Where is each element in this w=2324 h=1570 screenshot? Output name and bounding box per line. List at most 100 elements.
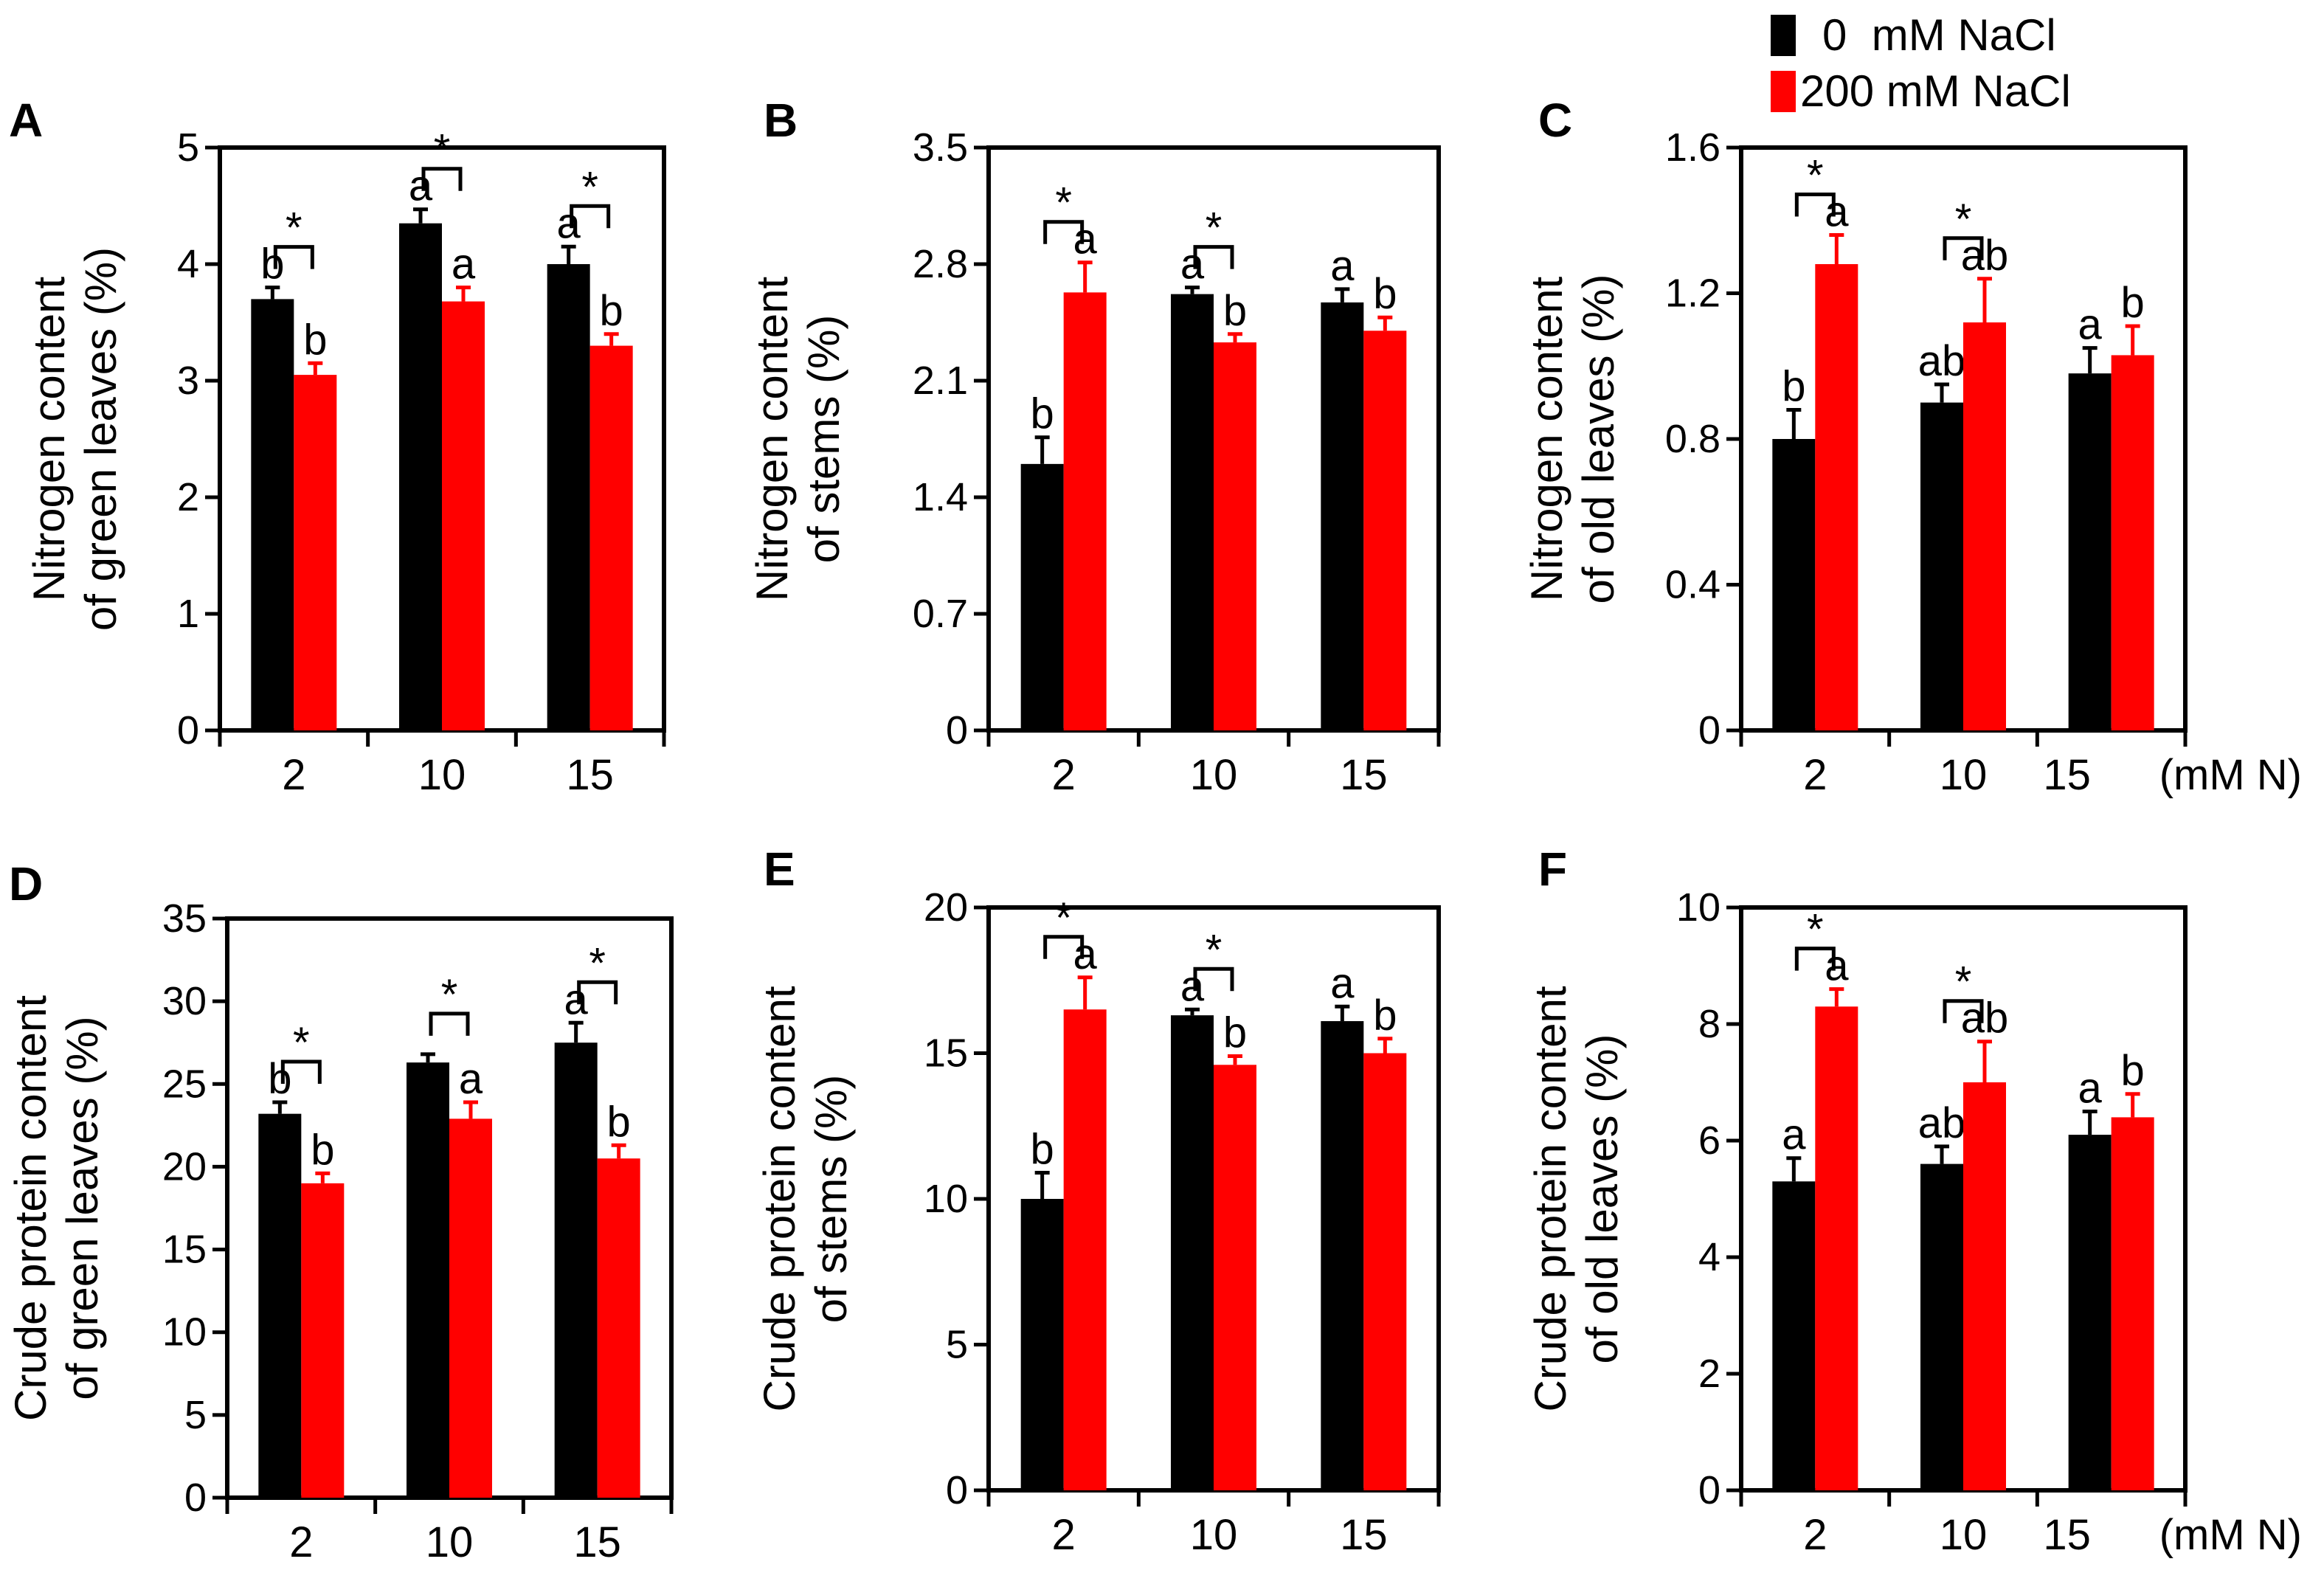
- bar-salt-2: [301, 1183, 345, 1498]
- x-tick-label: 2: [282, 751, 305, 799]
- significance-star: *: [589, 939, 606, 987]
- x-tick-label: 10: [1190, 751, 1238, 799]
- x-axis-unit-label: (mM N): [2159, 751, 2302, 799]
- significance-letter: b: [1223, 287, 1247, 335]
- x-tick-label: 2: [1803, 1511, 1827, 1559]
- x-tick-label: 15: [2043, 751, 2091, 799]
- significance-bracket: [1043, 935, 1085, 959]
- y-axis-label-line: Nitrogen content: [1522, 277, 1571, 602]
- bar-control-15: [1321, 1021, 1364, 1490]
- y-tick-label: 1.4: [913, 475, 968, 519]
- significance-letter: b: [311, 1126, 334, 1174]
- panel-letter-b: B: [764, 94, 798, 147]
- y-axis-label: Nitrogen contentof green leaves (%): [24, 247, 125, 631]
- significance-letter: b: [1373, 270, 1397, 318]
- y-axis-label-line: of stems (%): [806, 1075, 856, 1324]
- y-tick-label: 3: [177, 359, 199, 403]
- y-axis-label-line: of green leaves (%): [76, 247, 125, 631]
- significance-bracket: [1794, 947, 1836, 971]
- panel-letter-c: C: [1538, 94, 1572, 147]
- legend: 0 mM NaCl 200 mM NaCl: [1771, 10, 2071, 116]
- significance-bracket: [280, 1059, 322, 1084]
- legend-label-salt: 200 mM NaCl: [1800, 66, 2071, 116]
- bar-control-10: [1171, 294, 1214, 731]
- significance-letter: a: [2078, 301, 2103, 349]
- y-tick-label: 5: [946, 1323, 968, 1367]
- significance-star: *: [1807, 152, 1824, 200]
- significance-letter: b: [2121, 279, 2145, 327]
- significance-star: *: [1055, 179, 1072, 227]
- y-tick-label: 0: [1698, 708, 1720, 753]
- x-tick-label: 15: [2043, 1511, 2091, 1559]
- y-axis-label: Crude protein contentof old leaves (%): [1526, 986, 1627, 1411]
- bar-salt-10: [442, 301, 485, 730]
- x-tick-label: 2: [1803, 751, 1827, 799]
- x-tick-label: 15: [573, 1518, 621, 1566]
- significance-star: *: [1206, 204, 1222, 252]
- significance-star: *: [1807, 906, 1824, 954]
- y-tick-label: 2.1: [913, 359, 968, 403]
- y-axis-label-line: Nitrogen content: [24, 277, 74, 602]
- panel-a: A 0 1 2 3 4 5 Nitrogen contentof green leaves (…: [9, 94, 666, 799]
- significance-bracket: [1043, 220, 1085, 244]
- bar-control-15: [554, 1042, 598, 1498]
- y-tick-label: 2: [177, 475, 199, 519]
- x-tick-label: 10: [426, 1518, 474, 1566]
- x-tick-label: 10: [1940, 1511, 1988, 1559]
- y-tick-label: 15: [924, 1031, 968, 1076]
- y-tick-label: 5: [177, 125, 199, 170]
- y-tick-label: 0: [946, 1468, 968, 1512]
- bar-salt-2: [1063, 292, 1107, 730]
- bar-control-15: [547, 264, 590, 730]
- y-tick-label: 0.7: [913, 592, 968, 636]
- panel-e: E 0 5 10 15 20 Crude protein contentof stems (…: [755, 843, 1441, 1559]
- x-tick-label: 15: [1340, 1511, 1388, 1559]
- significance-letter: b: [1373, 992, 1397, 1040]
- bar-control-2: [258, 1113, 302, 1498]
- significance-bracket: [1193, 245, 1234, 269]
- panel-letter-e: E: [764, 843, 795, 896]
- y-axis-label-line: of stems (%): [799, 315, 848, 564]
- bar-control-10: [1171, 1015, 1214, 1490]
- y-axis-label-line: Crude protein content: [1526, 986, 1575, 1411]
- y-tick-label: 1.6: [1665, 125, 1720, 170]
- significance-letter: a: [2078, 1065, 2103, 1113]
- panel-d: D 0 5 10 15 20 25 30 35 Crude protein contentof g…: [6, 857, 674, 1566]
- significance-bracket: [421, 167, 463, 191]
- bar-control-2: [251, 299, 294, 730]
- x-tick-label: 2: [289, 1518, 313, 1566]
- y-tick-label: 2: [1698, 1352, 1720, 1396]
- significance-letter: a: [1330, 242, 1355, 290]
- x-tick-label: 10: [1190, 1511, 1238, 1559]
- y-tick-label: 1: [177, 592, 199, 636]
- x-tick-label: 2: [1052, 751, 1076, 799]
- bar-salt-2: [1815, 1006, 1858, 1490]
- bar-salt-10: [1214, 342, 1256, 731]
- significance-letter: b: [303, 316, 327, 364]
- significance-star: *: [441, 971, 458, 1019]
- y-tick-label: 1.2: [1665, 272, 1720, 316]
- x-tick-label: 10: [418, 751, 466, 799]
- significance-bracket: [1193, 966, 1234, 992]
- bar-control-2: [1020, 463, 1064, 730]
- y-tick-label: 10: [924, 1177, 968, 1221]
- bar-salt-15: [1363, 331, 1407, 730]
- significance-letter: b: [1782, 363, 1805, 411]
- bar-salt-15: [597, 1158, 640, 1498]
- bar-control-10: [407, 1062, 449, 1498]
- bar-salt-2: [1815, 264, 1858, 730]
- panel-f: F 0 2 4 6 8 10 Crude protein contentof old leav…: [1526, 843, 2302, 1559]
- panel-letter-f: F: [1538, 843, 1567, 896]
- y-tick-label: 0.4: [1665, 563, 1720, 607]
- bar-control-2: [1772, 439, 1816, 730]
- bar-control-10: [399, 223, 442, 730]
- y-axis-label-line: Crude protein content: [755, 986, 804, 1411]
- y-tick-label: 4: [1698, 1235, 1720, 1279]
- y-tick-label: 35: [162, 896, 207, 941]
- panel-letter-a: A: [9, 94, 43, 147]
- y-tick-label: 10: [162, 1310, 207, 1355]
- significance-letter: a: [452, 241, 476, 288]
- y-tick-label: 4: [177, 242, 199, 286]
- legend-swatch-salt: [1771, 71, 1796, 112]
